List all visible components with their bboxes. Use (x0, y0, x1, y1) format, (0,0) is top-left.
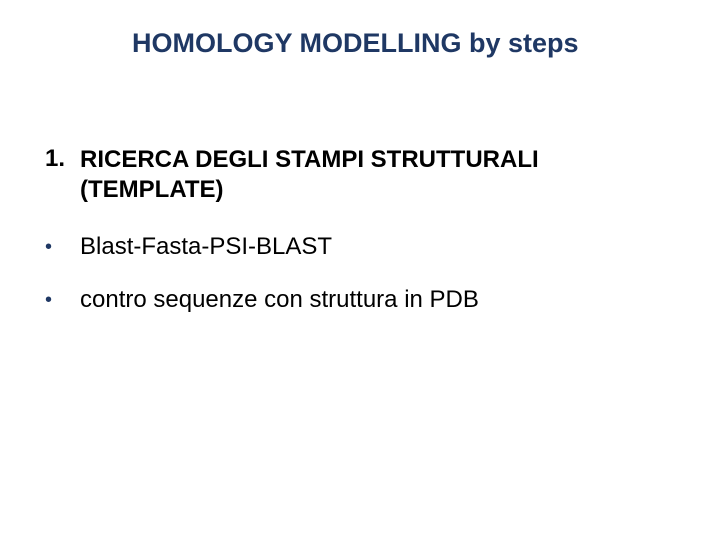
slide-title: HOMOLOGY MODELLING by steps (132, 28, 579, 59)
bullet-text: Blast-Fasta-PSI-BLAST (80, 233, 332, 261)
bullet-marker-icon: • (45, 286, 80, 312)
numbered-marker: 1. (45, 145, 80, 173)
numbered-text: RICERCA DEGLI STAMPI STRUTTURALI (TEMPLA… (80, 145, 680, 205)
bullet-marker-icon: • (45, 233, 80, 259)
bullet-text: contro sequenze con struttura in PDB (80, 286, 479, 314)
content-area: 1. RICERCA DEGLI STAMPI STRUTTURALI (TEM… (45, 145, 680, 339)
bullet-item-2: • contro sequenze con struttura in PDB (45, 286, 680, 314)
numbered-item-1: 1. RICERCA DEGLI STAMPI STRUTTURALI (TEM… (45, 145, 680, 205)
bullet-item-1: • Blast-Fasta-PSI-BLAST (45, 233, 680, 261)
